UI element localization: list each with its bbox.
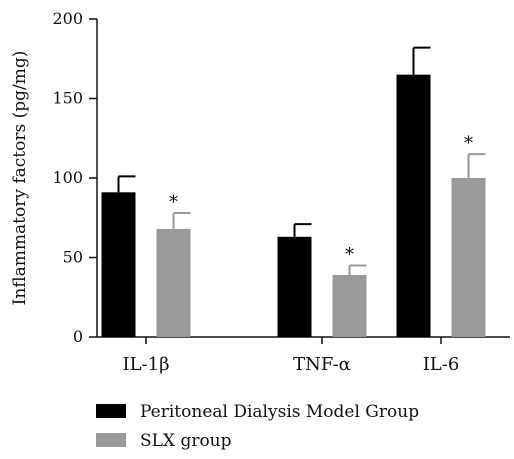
legend-swatch	[96, 433, 126, 447]
y-tick-label: 50	[63, 248, 83, 267]
y-axis-title: Inflammatory factors (pg/mg)	[10, 51, 30, 306]
bar	[332, 274, 367, 337]
y-tick-label: 200	[52, 9, 83, 28]
y-tick-label: 0	[73, 327, 83, 346]
legend: Peritoneal Dialysis Model Group SLX group	[96, 402, 419, 451]
legend-label: SLX group	[140, 431, 232, 451]
significance-marker: *	[464, 133, 473, 154]
bar	[156, 228, 191, 337]
x-tick-label: IL-1β	[122, 354, 169, 375]
x-tick-label: TNF-α	[293, 354, 351, 375]
axis-labels: IL-1β TNF-α IL-6 Inflammatory factors (pg/m…	[10, 51, 473, 375]
bar	[277, 236, 312, 337]
legend-label: Peritoneal Dialysis Model Group	[140, 402, 419, 422]
y-tick-label: 150	[52, 89, 83, 108]
significance-marker: *	[169, 192, 178, 213]
x-tick-label: IL-6	[423, 354, 460, 375]
bar	[396, 74, 431, 338]
y-tick-label: 100	[52, 168, 83, 187]
bar	[451, 178, 486, 337]
legend-swatch	[96, 404, 126, 418]
significance-marker: *	[345, 244, 354, 265]
bars	[101, 46, 486, 338]
bar	[101, 192, 136, 337]
